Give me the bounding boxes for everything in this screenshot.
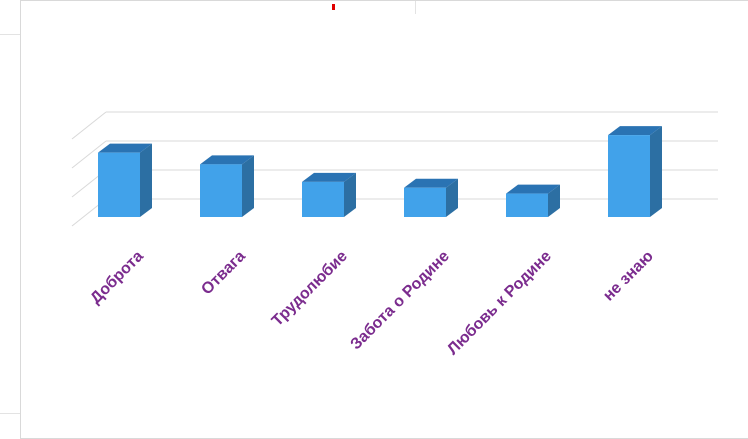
bar-layer bbox=[98, 126, 662, 217]
bar-3 bbox=[302, 172, 356, 217]
bar-front bbox=[200, 164, 242, 217]
bar-top bbox=[98, 143, 152, 153]
bar-front bbox=[404, 187, 446, 217]
page-guide-line-vertical bbox=[415, 0, 416, 14]
gridline-diagonal bbox=[71, 140, 107, 169]
category-label: Трудолюбие bbox=[269, 248, 351, 330]
bar-side bbox=[140, 143, 152, 217]
page-guide-line-bottom bbox=[0, 413, 20, 414]
bar-front bbox=[608, 135, 650, 217]
category-label: Отвага bbox=[198, 248, 249, 299]
gridline-diagonal bbox=[71, 111, 107, 140]
category-label: не знаю bbox=[600, 248, 657, 305]
bar-6 bbox=[608, 126, 662, 217]
red-marker bbox=[332, 4, 335, 10]
bar-top bbox=[404, 178, 458, 188]
page-guide-line-top bbox=[0, 34, 20, 35]
bar-4 bbox=[404, 178, 458, 217]
bar-side bbox=[344, 172, 356, 217]
category-label: Любовь к Родине bbox=[444, 248, 555, 359]
bar-top bbox=[506, 184, 560, 194]
bar-top bbox=[608, 126, 662, 136]
bar-side bbox=[242, 155, 254, 217]
bar-2 bbox=[200, 155, 254, 217]
bar-1 bbox=[98, 143, 152, 217]
bar-top bbox=[200, 155, 254, 165]
bar-top bbox=[302, 172, 356, 182]
bar-side bbox=[446, 178, 458, 217]
bar-side bbox=[650, 126, 662, 217]
bar-side bbox=[548, 184, 560, 217]
category-label: Доброта bbox=[87, 248, 147, 308]
bar-5 bbox=[506, 184, 560, 217]
category-label: Забота о Родине bbox=[347, 248, 452, 353]
bar-front bbox=[302, 181, 344, 217]
bar-front bbox=[506, 193, 548, 217]
bar-front bbox=[98, 152, 140, 217]
